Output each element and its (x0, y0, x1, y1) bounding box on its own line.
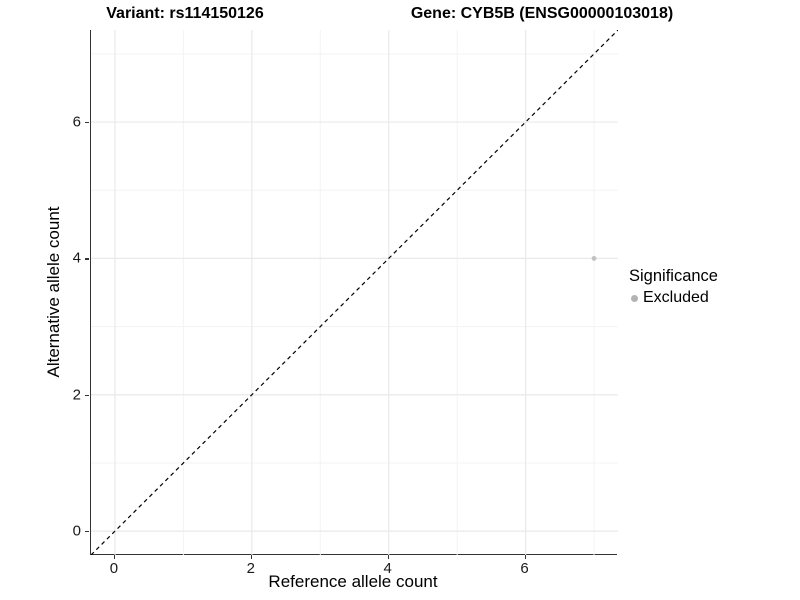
legend-item-excluded: Excluded (631, 289, 718, 307)
variant-title: Variant: rs114150126 (106, 5, 264, 22)
gene-title: Gene: CYB5B (ENSG00000103018) (410, 5, 674, 22)
legend: Significance Excluded (629, 267, 718, 307)
y-axis-title: Alternative allele count (44, 206, 63, 378)
legend-items: Excluded (629, 289, 718, 307)
y-tick-label: 0 (72, 522, 81, 540)
legend-item-label: Excluded (643, 289, 709, 306)
x-tick-mark (387, 555, 390, 559)
x-axis-title: Reference allele count (268, 572, 438, 591)
legend-key-dot-icon (631, 294, 638, 302)
y-tick-label: 6 (72, 113, 81, 131)
y-tick-label: 4 (72, 249, 81, 267)
y-tick-label: 2 (72, 386, 81, 404)
x-tick-label: 6 (520, 560, 529, 577)
plot-area (91, 30, 618, 555)
identity-dashed-line (91, 30, 618, 555)
legend-title: Significance (629, 267, 718, 285)
x-tick-mark (524, 555, 526, 559)
x-tick-label: 4 (383, 560, 392, 577)
x-tick-mark (250, 555, 253, 559)
y-tick-mark (85, 258, 89, 260)
x-tick-mark (113, 555, 116, 559)
x-tick-label: 0 (109, 560, 119, 577)
x-tick-label: 2 (246, 560, 255, 577)
y-tick-mark (85, 531, 89, 533)
data-point-excluded (591, 256, 597, 261)
y-tick-mark (85, 122, 89, 124)
plot-panel (90, 30, 618, 555)
y-tick-mark (85, 394, 89, 397)
